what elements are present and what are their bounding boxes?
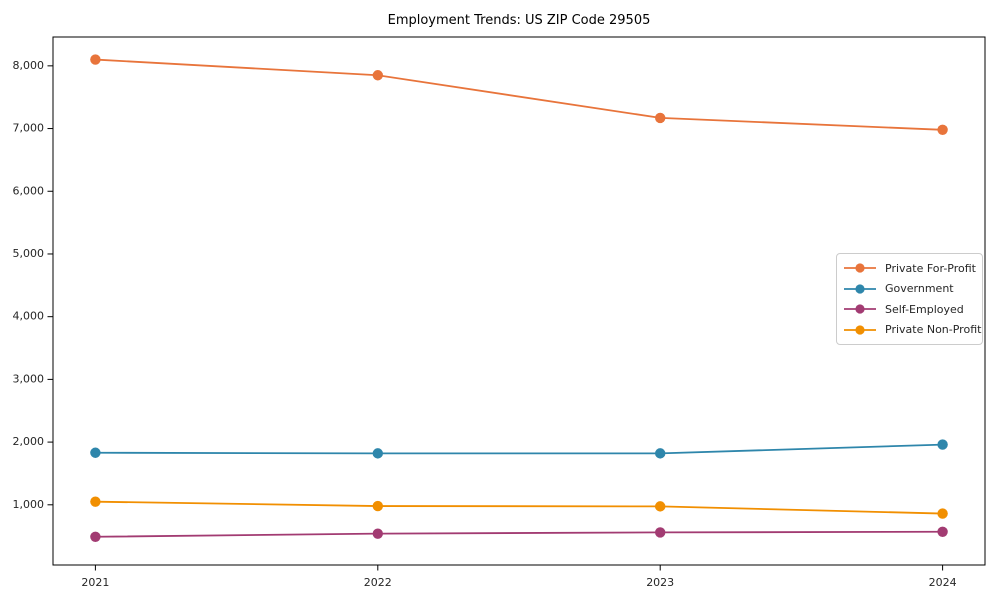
y-tick-label: 2,000 <box>13 435 45 448</box>
data-point-private-non-profit-2024 <box>937 508 948 519</box>
data-point-government-2021 <box>90 447 101 458</box>
x-tick-label: 2022 <box>364 576 392 589</box>
y-tick-label: 3,000 <box>13 372 45 385</box>
legend-swatch-private-non-profit <box>844 325 876 335</box>
data-point-private-for-profit-2022 <box>372 70 383 81</box>
chart-title: Employment Trends: US ZIP Code 29505 <box>387 13 651 28</box>
chart-legend: Private For-Profit Government Self-Employe… <box>836 253 983 345</box>
data-point-government-2023 <box>655 448 666 459</box>
data-point-self-employed-2023 <box>655 527 666 538</box>
legend-marker <box>855 304 865 314</box>
y-tick-label: 5,000 <box>13 247 45 260</box>
legend-marker <box>855 263 865 273</box>
y-tick-label: 1,000 <box>13 498 45 511</box>
data-point-government-2022 <box>372 448 383 459</box>
series-government <box>90 439 948 459</box>
data-point-self-employed-2024 <box>937 526 948 537</box>
series-self-employed <box>90 526 948 542</box>
x-tick-label: 2021 <box>81 576 109 589</box>
legend-marker <box>855 284 865 294</box>
data-point-private-for-profit-2023 <box>655 112 666 124</box>
data-point-government-2024 <box>937 439 948 450</box>
data-point-private-for-profit-2024 <box>937 124 948 136</box>
series-line-self-employed <box>94 530 944 538</box>
data-point-self-employed-2021 <box>90 531 101 542</box>
legend-marker <box>855 325 865 335</box>
legend-label-self-employed: Self-Employed <box>885 302 964 316</box>
data-point-self-employed-2022 <box>372 528 383 539</box>
series-line-government <box>94 443 944 455</box>
legend-label-government: Government <box>885 282 954 296</box>
x-axis: 2021 2022 2023 2024 <box>81 565 957 589</box>
data-point-private-non-profit-2022 <box>372 500 383 512</box>
data-point-private-non-profit-2023 <box>655 501 666 512</box>
data-point-private-non-profit-2021 <box>90 496 101 507</box>
legend-entry-private-for-profit: Private For-Profit <box>843 258 976 278</box>
y-tick-label: 4,000 <box>13 310 45 323</box>
y-tick-label: 8,000 <box>13 59 45 72</box>
legend-entry-private-non-profit: Private Non-Profit <box>843 320 981 340</box>
series-private-for-profit <box>90 54 948 136</box>
series-line-private-for-profit <box>94 58 944 131</box>
data-point-private-for-profit-2021 <box>90 54 101 65</box>
x-tick-label: 2024 <box>929 576 957 589</box>
y-axis: 1,000 2,000 3,000 4,000 5,000 6,000 7,000 8,000 <box>13 59 53 511</box>
legend-label-private-for-profit: Private For-Profit <box>885 261 976 275</box>
series-line-private-non-profit <box>94 500 944 515</box>
y-tick-label: 6,000 <box>13 184 45 197</box>
y-tick-label: 7,000 <box>13 122 45 135</box>
legend-entry-government: Government <box>843 279 976 299</box>
x-tick-label: 2023 <box>646 576 674 589</box>
series-private-non-profit <box>90 496 948 519</box>
legend-label-private-non-profit: Private Non-Profit <box>885 323 982 337</box>
legend-swatch-self-employed <box>844 304 876 314</box>
legend-entry-self-employed: Self-Employed <box>843 299 976 319</box>
legend-swatch-government <box>844 284 876 294</box>
legend-swatch-private-for-profit <box>844 263 876 273</box>
